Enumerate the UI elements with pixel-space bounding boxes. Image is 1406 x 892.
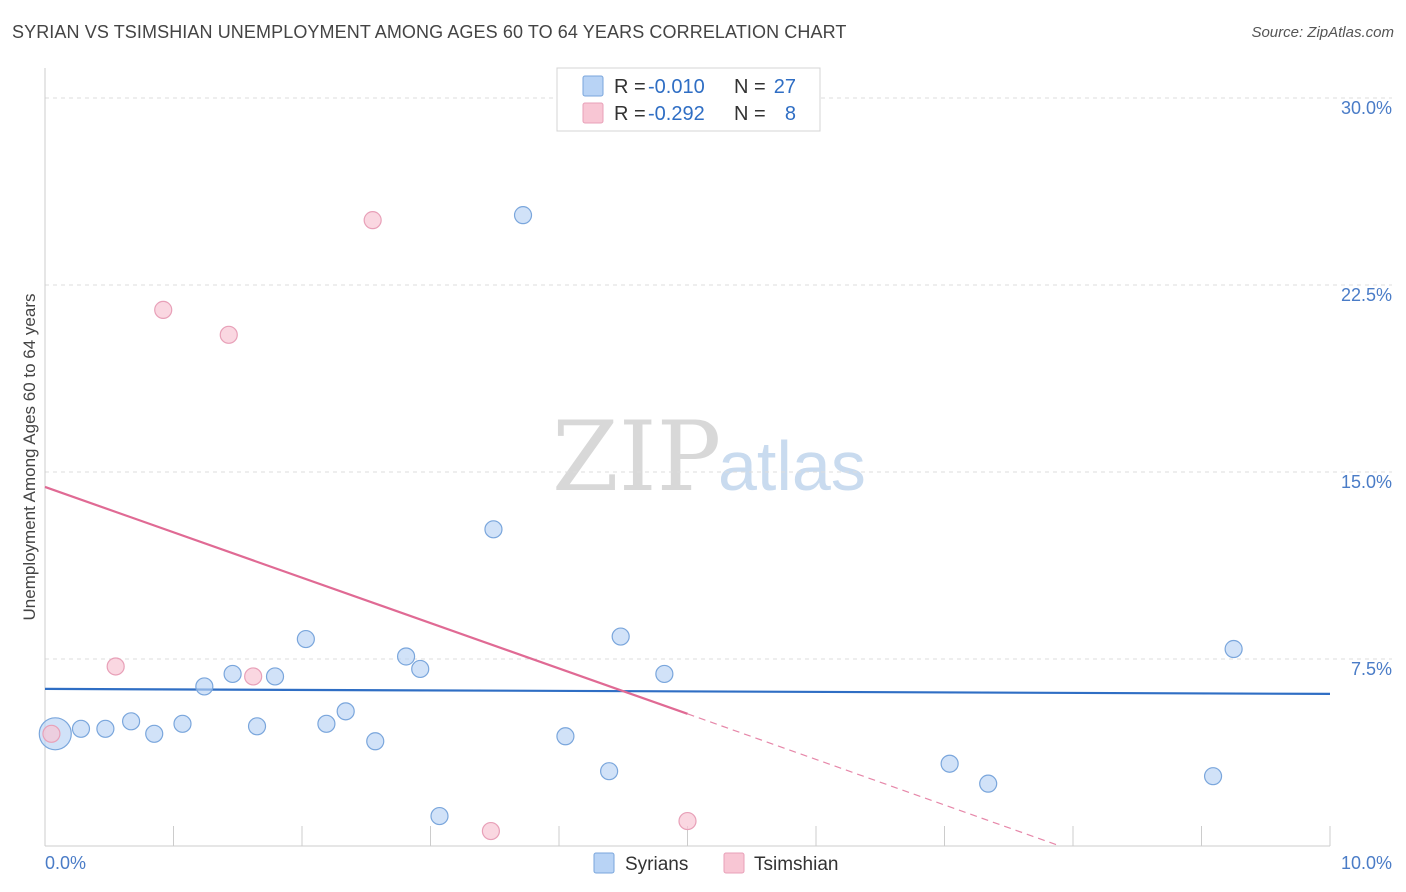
tsimshian-point (42, 724, 61, 743)
tsimshian-point (678, 811, 697, 831)
legend-syrians-r-value: -0.010 (648, 76, 705, 98)
bottom-legend-tsimshian-swatch (723, 852, 745, 874)
legend-tsimshian-n-value: 8 (785, 103, 796, 125)
syrians-point (336, 702, 355, 721)
tsimshian-point (481, 821, 500, 841)
syrians-point (71, 719, 91, 738)
syrians-point (145, 724, 164, 743)
tsimshian-point (154, 300, 173, 319)
y-tick-label: 30.0% (1341, 98, 1392, 118)
tsimshian-point (106, 657, 125, 676)
legend-tsimshian-n-label: N = (734, 103, 766, 125)
syrians-trendline (44, 687, 1331, 695)
syrians-point (195, 677, 214, 696)
chart-title: SYRIAN VS TSIMSHIAN UNEMPLOYMENT AMONG A… (12, 22, 847, 42)
legend-tsimshian-swatch (582, 102, 604, 124)
syrians-point (1203, 767, 1223, 786)
syrians-point (366, 732, 385, 751)
syrians-point (265, 667, 285, 686)
watermark-zip: ZIP (552, 401, 721, 513)
syrians-point (556, 727, 575, 746)
syrians-point (96, 719, 115, 738)
tsimshian-trendline (44, 485, 688, 715)
syrians-point (655, 664, 674, 684)
watermark-atlas: atlas (718, 427, 866, 505)
y-tick-label: 15.0% (1341, 472, 1392, 492)
x-tick-label: 0.0% (45, 853, 86, 873)
syrians-point (317, 714, 336, 733)
syrians-point (940, 754, 959, 773)
syrians-point (600, 762, 619, 781)
syrians-point (430, 806, 449, 826)
series-legend: Syrians Tsimshian (593, 852, 838, 875)
syrians-point (296, 629, 315, 649)
syrians-point (121, 712, 141, 731)
tsimshian-point (219, 325, 238, 344)
tick-labels: 7.5% 15.0% 22.5% 30.0% 0.0% 10.0% (45, 98, 1392, 873)
tsimshian-point (244, 667, 263, 686)
legend-syrians-r-label: R = (614, 76, 646, 98)
syrians-point (247, 717, 267, 736)
bottom-legend-syrians-label: Syrians (625, 854, 688, 875)
tsimshian-trendline-extension (687, 713, 1061, 847)
source-label: Source: ZipAtlas.com (1251, 24, 1394, 41)
y-tick-label: 7.5% (1351, 659, 1392, 679)
tsimshian-point (363, 211, 382, 230)
syrians-point (979, 774, 998, 793)
bottom-legend-syrians-swatch (593, 852, 615, 874)
x-tick-label: 10.0% (1341, 853, 1392, 873)
axes (44, 68, 1331, 847)
syrians-point (484, 520, 503, 539)
syrians-point (411, 659, 430, 679)
trendlines (44, 485, 1331, 847)
data-points (38, 206, 1243, 841)
y-axis-label: Unemployment Among Ages 60 to 64 years (20, 294, 39, 621)
gridlines (45, 97, 1392, 660)
legend-syrians-swatch (582, 75, 604, 97)
y-tick-label: 22.5% (1341, 285, 1392, 305)
syrians-point (223, 664, 242, 684)
bottom-legend-tsimshian-label: Tsimshian (754, 854, 838, 875)
syrians-point (1224, 639, 1243, 659)
syrians-point (396, 647, 416, 666)
legend-tsimshian-r-label: R = (614, 103, 646, 125)
legend-tsimshian-r-value: -0.292 (648, 103, 705, 125)
legend-syrians-n-label: N = (734, 76, 766, 98)
legend-syrians-n-value: 27 (774, 76, 796, 98)
stats-legend: R = -0.010 N = 27 R = -0.292 N = 8 (556, 67, 821, 132)
syrians-point (513, 206, 533, 225)
syrians-point (173, 714, 192, 733)
syrians-point (611, 627, 630, 646)
